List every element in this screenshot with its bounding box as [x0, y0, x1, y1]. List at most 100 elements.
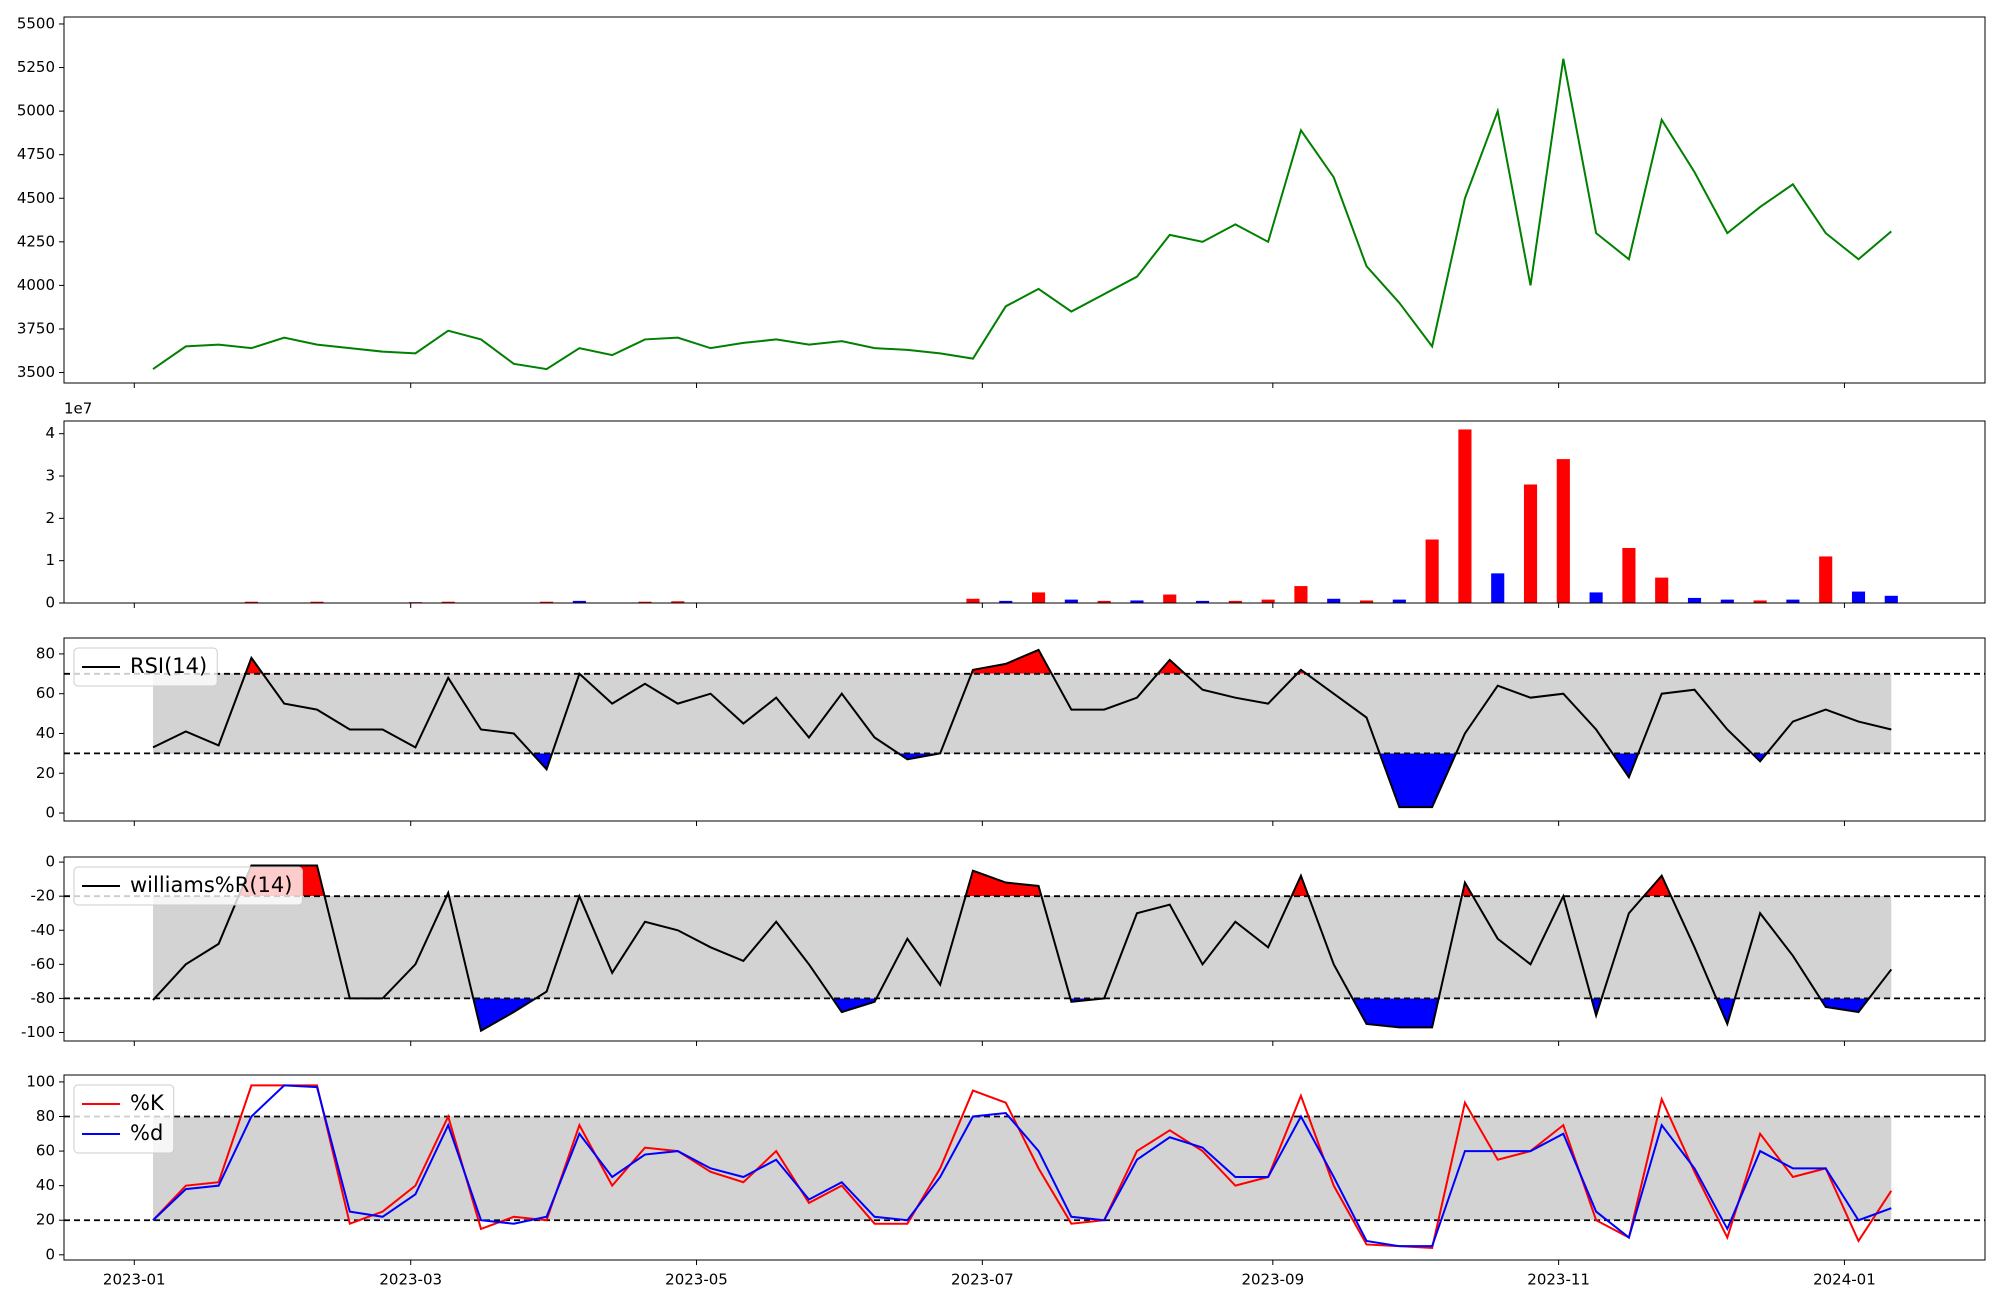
- bar: [572, 600, 586, 603]
- y-tick-label: -100: [21, 1023, 55, 1041]
- x-tick-label: 2023-05: [665, 1271, 728, 1289]
- y-tick-label: 4750: [17, 145, 55, 163]
- legend-box: [73, 866, 303, 906]
- bar: [1655, 577, 1669, 603]
- bar: [244, 601, 258, 603]
- panel-frame: [63, 420, 1986, 604]
- y-tick-label: 40: [36, 1176, 55, 1194]
- offset-label: 1e7: [64, 400, 92, 418]
- bar: [1031, 592, 1046, 603]
- y-tick-label: -40: [31, 921, 56, 939]
- bar: [310, 601, 324, 603]
- bar: [1819, 556, 1833, 603]
- x-tick-label: 2023-09: [1241, 1271, 1304, 1289]
- y-tick-label: 80: [36, 644, 55, 662]
- y-tick-label: 4500: [17, 189, 55, 207]
- bar: [1786, 599, 1800, 603]
- panel-frame: [63, 1074, 1986, 1261]
- bar: [1294, 586, 1308, 603]
- legend: %K %d: [73, 1084, 175, 1154]
- legend-label: williams%R(14): [130, 873, 292, 897]
- oversold-fill: [153, 998, 1869, 1031]
- panel-frame: [63, 856, 1986, 1042]
- y-tick-label: 4000: [17, 276, 55, 294]
- y-tick-label: 0: [45, 853, 55, 871]
- y-tick-label: 100: [26, 1072, 55, 1090]
- bar: [1458, 429, 1472, 603]
- bar: [1884, 595, 1898, 603]
- y-tick-label: 0: [45, 594, 55, 612]
- bar: [1851, 591, 1866, 603]
- bar: [1753, 600, 1767, 603]
- legend-box: [73, 1084, 175, 1154]
- bar: [999, 600, 1013, 603]
- bar: [1622, 547, 1636, 603]
- bar: [1359, 600, 1374, 603]
- line: [152, 1084, 1892, 1248]
- y-tick-label: 80: [36, 1107, 55, 1125]
- y-tick-label: 0: [45, 1245, 55, 1263]
- bar: [1589, 592, 1603, 603]
- legend-box: [73, 647, 218, 687]
- bar: [1523, 484, 1538, 603]
- bar: [441, 601, 455, 603]
- y-tick-label: 60: [36, 684, 55, 702]
- panel-frame: [63, 637, 1986, 822]
- line: [152, 1084, 1893, 1249]
- bar: [1064, 599, 1078, 603]
- bar: [1327, 598, 1341, 603]
- bar: [1097, 600, 1111, 603]
- y-tick-label: 5000: [17, 102, 55, 120]
- bar: [1687, 597, 1702, 603]
- x-tick-label: 2024-01: [1813, 1271, 1876, 1289]
- line: [152, 58, 1892, 371]
- bar: [1720, 599, 1734, 603]
- bar: [1392, 599, 1406, 603]
- bar: [1556, 459, 1570, 603]
- y-tick-label: 20: [36, 1211, 55, 1229]
- x-tick-label: 2023-03: [379, 1271, 442, 1289]
- bar: [1195, 600, 1210, 603]
- x-tick-label: 2023-01: [103, 1271, 166, 1289]
- level-band: [153, 896, 1892, 999]
- y-tick-label: 1: [45, 551, 55, 569]
- y-tick-label: 40: [36, 724, 55, 742]
- bar: [1261, 599, 1275, 603]
- bar: [671, 601, 685, 603]
- bar: [966, 598, 980, 603]
- x-tick-label: 2023-07: [951, 1271, 1014, 1289]
- y-tick-label: -60: [31, 955, 56, 973]
- y-tick-label: 0: [45, 804, 55, 822]
- level-band: [153, 673, 1892, 754]
- bar: [1130, 600, 1144, 603]
- y-tick-label: 5250: [17, 58, 55, 76]
- y-tick-label: 2: [45, 509, 55, 527]
- legend-label: %d: [130, 1121, 163, 1145]
- legend-label: RSI(14): [130, 654, 207, 678]
- legend-label: %K: [130, 1091, 165, 1115]
- y-tick-label: 4250: [17, 232, 55, 250]
- y-tick-label: -80: [31, 989, 56, 1007]
- line: [152, 864, 1893, 1033]
- y-tick-label: 20: [36, 764, 55, 782]
- overbought-fill: [153, 649, 1892, 674]
- bar: [1491, 573, 1505, 603]
- y-tick-label: 4: [45, 424, 55, 442]
- panel-frame: [63, 16, 1986, 384]
- y-tick-label: 3: [45, 467, 55, 485]
- y-tick-label: -20: [31, 887, 56, 905]
- y-tick-label: 3500: [17, 363, 55, 381]
- bar: [638, 601, 652, 603]
- bar: [540, 601, 554, 603]
- x-tick-label: 2023-11: [1527, 1271, 1590, 1289]
- bar: [1425, 539, 1439, 603]
- y-tick-label: 60: [36, 1142, 55, 1160]
- bar: [1228, 600, 1242, 603]
- legend: RSI(14): [73, 647, 218, 687]
- bar: [1163, 594, 1177, 603]
- legend: williams%R(14): [73, 866, 303, 906]
- y-tick-label: 5500: [17, 14, 55, 32]
- y-tick-label: 3750: [17, 319, 55, 337]
- overbought-fill: [153, 865, 1892, 897]
